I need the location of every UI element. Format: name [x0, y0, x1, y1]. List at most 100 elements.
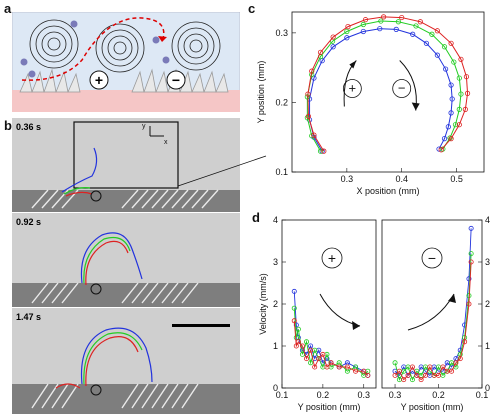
- series-2-point: [396, 368, 402, 374]
- series-2-point: [321, 148, 327, 154]
- series-1-point: [304, 115, 310, 121]
- series-2-point: [463, 74, 470, 80]
- series-0-point: [377, 26, 383, 32]
- plus-annotation: +: [349, 81, 357, 96]
- series-0-point: [441, 136, 448, 142]
- series-1-point: [378, 18, 384, 24]
- minus-electrode-circle: [166, 70, 186, 90]
- plus-annotation-circle: [342, 79, 362, 98]
- series-2-point: [295, 339, 301, 345]
- series-0-point: [330, 44, 336, 50]
- series-0-point: [393, 26, 399, 32]
- x-tick-label-1: 0.2: [317, 390, 330, 400]
- frame-time-3: 1.47 s: [16, 312, 42, 322]
- particle-path: [21, 17, 165, 81]
- x-tick-label-0: 0.3: [341, 174, 354, 184]
- annotation-circle: [421, 247, 443, 269]
- series-2-point: [436, 372, 442, 378]
- x-axis-label: Y position (mm): [298, 402, 361, 412]
- trajectory-chart: 0.3 0.4 0.50.10.20.3X position (mm)Y posit…: [256, 11, 485, 196]
- series-2-point: [438, 147, 444, 153]
- velocity-chart-minus: 0.3 0.2 0.10 1 2 3 4 Y position (mm) −: [381, 215, 490, 412]
- series-2-point: [305, 113, 312, 119]
- series-1-point: [304, 94, 310, 100]
- series-2-point: [353, 368, 359, 374]
- annotation-circle: [321, 247, 343, 269]
- axis-y-marker: y: [142, 123, 146, 130]
- series-2-point: [462, 339, 468, 345]
- series-0-point: [466, 276, 472, 282]
- x-tick-label-2: 0.1: [476, 390, 489, 400]
- minus-annotation: −: [398, 81, 406, 96]
- series-1-point: [360, 21, 366, 28]
- x-axis-label: X position (mm): [356, 186, 419, 196]
- minus-electrode-label: −: [172, 72, 180, 88]
- series-2-point: [317, 49, 324, 55]
- series-2-point: [453, 360, 459, 366]
- series-2-point: [417, 19, 423, 25]
- plus-arrowhead: [349, 60, 357, 69]
- plus-electrode-label: +: [95, 72, 103, 88]
- vortex-left: [29, 19, 79, 69]
- particles: [20, 20, 170, 78]
- series-2-point: [399, 14, 405, 21]
- micrograph-frame-3: 1.47 s: [12, 308, 240, 414]
- series-2-point: [468, 259, 474, 265]
- y-tick-label-2: 2: [273, 299, 278, 309]
- series-2-point: [361, 368, 367, 374]
- series-0-point: [360, 28, 366, 35]
- series-0-point: [443, 66, 449, 72]
- series-2-point: [305, 91, 311, 97]
- series-2-point: [328, 360, 334, 366]
- scale-bar: [172, 324, 230, 327]
- series-1-point: [304, 339, 310, 345]
- series-1-point: [344, 28, 350, 35]
- series-1-point: [451, 59, 457, 65]
- micrograph-frame-2: 0.92 s: [12, 213, 240, 307]
- series-1-point: [413, 23, 419, 29]
- panel-label-b: b: [4, 118, 12, 133]
- y-tick-label-2: 2: [485, 299, 490, 309]
- series-2-point: [434, 28, 440, 34]
- y-tick-label-3: 3: [273, 257, 278, 267]
- series-2-point: [330, 34, 336, 40]
- series-2-point: [291, 318, 297, 324]
- series-1-point: [295, 326, 301, 332]
- annotation-label: +: [328, 250, 336, 266]
- series-1-point: [458, 91, 464, 97]
- y-tick-label-1: 1: [273, 341, 278, 351]
- series-2-point: [392, 372, 398, 378]
- series-1-point: [392, 360, 398, 366]
- series-0-point: [344, 35, 350, 41]
- series-2-point: [414, 372, 420, 378]
- x-tick-label-2: 0.3: [357, 390, 370, 400]
- x-tick-label-1: 0.4: [395, 174, 408, 184]
- minus-arrowhead: [411, 102, 420, 111]
- series-2-point: [309, 68, 315, 74]
- series-0-point: [423, 40, 429, 46]
- series-0-point: [468, 225, 474, 231]
- series-2-point: [462, 106, 468, 112]
- series-2-point: [316, 356, 322, 362]
- direction-arrowhead: [352, 321, 360, 330]
- series-1-point: [395, 19, 402, 25]
- series-2-point: [401, 377, 407, 383]
- frame-time-2: 0.92 s: [16, 217, 42, 227]
- series-0-point: [448, 82, 454, 88]
- panel-label-d: d: [252, 210, 260, 225]
- series-line-2: [394, 261, 472, 381]
- series-2-point: [293, 343, 299, 349]
- series-2-point: [405, 372, 411, 378]
- series-line-0: [309, 28, 453, 152]
- series-2-point: [299, 343, 305, 349]
- series-2-point: [365, 372, 371, 378]
- plus-electrode-circle: [89, 70, 109, 90]
- velocity-chart-plus: 0.1 0.2 0.3 0 1 2 3 4 Y position (mm) Velocity (m…: [258, 215, 377, 412]
- series-line-2: [293, 320, 369, 376]
- series-0-point: [291, 288, 297, 294]
- y-tick-label-2: 0.3: [275, 28, 288, 38]
- series-1-point: [317, 148, 324, 154]
- micrograph-frame-1: y x 0.36 s: [12, 118, 240, 212]
- zoom-connector: [177, 155, 267, 187]
- series-2-point: [311, 132, 317, 138]
